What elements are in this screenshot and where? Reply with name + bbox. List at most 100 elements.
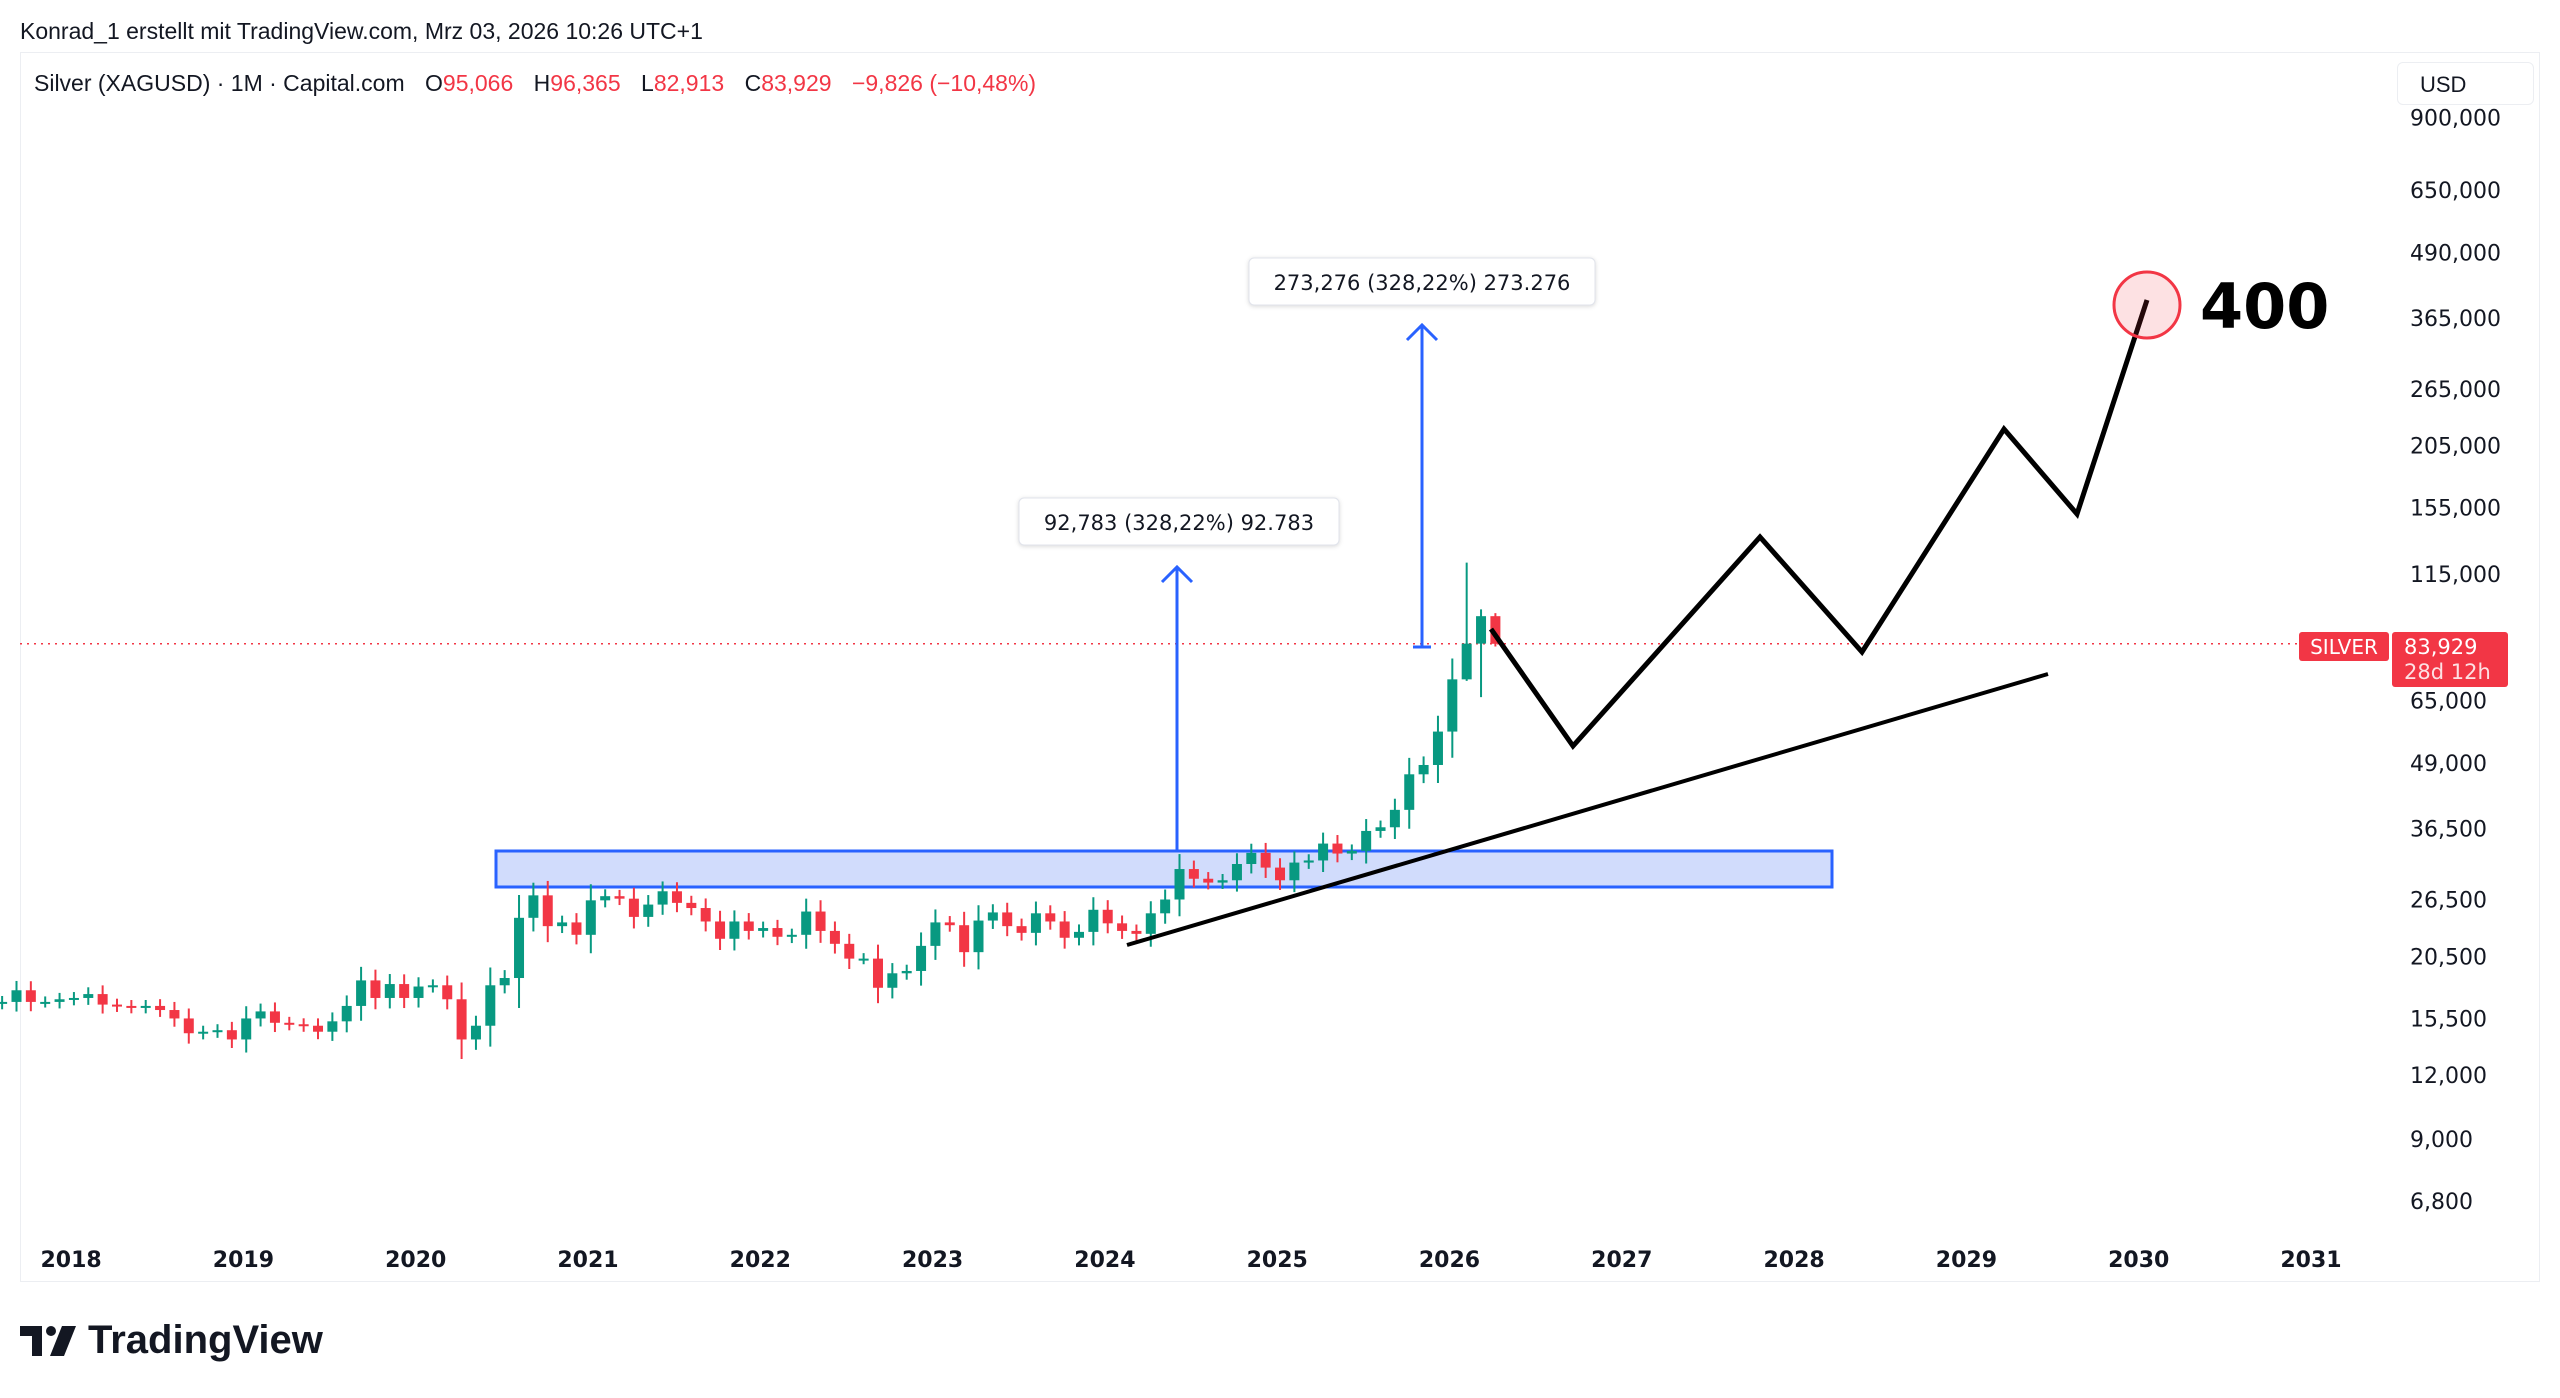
candle-body	[571, 922, 582, 935]
candle	[1447, 658, 1458, 758]
candle	[1074, 924, 1085, 946]
candle	[284, 1016, 295, 1031]
candle-body	[700, 908, 711, 922]
candle-body	[844, 943, 855, 959]
candle-body	[198, 1031, 209, 1034]
candle	[370, 969, 381, 1010]
candle-body	[1303, 860, 1314, 863]
candle	[1059, 911, 1070, 949]
time-axis-tick: 2025	[1247, 1248, 1308, 1273]
projection-zigzag[interactable]	[1488, 299, 2150, 751]
candle	[1318, 832, 1329, 873]
candle	[786, 928, 797, 944]
candle-body	[715, 921, 726, 939]
candle-body	[1188, 869, 1199, 879]
candle	[1461, 562, 1472, 681]
candle	[1432, 715, 1443, 783]
candle-body	[40, 1001, 51, 1004]
candle-body	[528, 895, 539, 918]
candle	[772, 919, 783, 946]
candle	[1260, 842, 1271, 878]
candle	[1002, 902, 1013, 937]
candle-body	[25, 990, 36, 1002]
candle	[126, 1000, 137, 1014]
candle-body	[1289, 862, 1300, 881]
tradingview-logo[interactable]: TradingView	[20, 1318, 323, 1363]
time-axis-tick: 2030	[2108, 1248, 2169, 1273]
high-value: 96,365	[550, 70, 621, 96]
candle-body	[97, 994, 108, 1005]
candle	[269, 1002, 280, 1033]
symbol-name[interactable]: Silver (XAGUSD) · 1M · Capital.com	[34, 70, 405, 96]
tradingview-logo-icon	[20, 1325, 76, 1356]
candle-body	[542, 895, 553, 927]
candle	[1131, 924, 1142, 941]
candle	[198, 1025, 209, 1040]
candle	[571, 913, 582, 945]
brand-name: TradingView	[88, 1318, 323, 1362]
candle-body	[1490, 616, 1501, 644]
candle	[155, 999, 166, 1017]
candle-body	[557, 922, 568, 927]
candle	[1404, 757, 1415, 829]
current-price-text: 83,929	[2404, 635, 2477, 659]
measure-label-2-text: 273,276 (328,22%) 273.276	[1274, 271, 1571, 295]
time-axis-tick: 2024	[1074, 1248, 1135, 1273]
measure-arrow-1[interactable]	[1160, 564, 1194, 851]
time-axis-tick: 2023	[902, 1248, 963, 1273]
candle-body	[384, 984, 395, 998]
candle	[1102, 900, 1113, 934]
candle	[1203, 872, 1214, 890]
candle-body	[772, 928, 783, 937]
candle-body	[1131, 930, 1142, 934]
candle	[944, 916, 955, 932]
candle	[1346, 844, 1357, 861]
candle-body	[916, 945, 927, 971]
candle	[97, 985, 108, 1014]
candle-body	[1461, 643, 1472, 680]
candle-body	[183, 1018, 194, 1034]
time-axis-tick: 2026	[1419, 1248, 1480, 1273]
support-zone-rectangle[interactable]	[494, 849, 1834, 889]
candle	[456, 982, 467, 1060]
candle	[356, 966, 367, 1021]
candle	[514, 895, 525, 1008]
candle	[930, 909, 941, 960]
candle-body	[1145, 913, 1156, 934]
price-axis-tick: 36,500	[2410, 817, 2487, 842]
candle-countdown-text: 28d 12h	[2404, 660, 2491, 684]
candle-body	[600, 896, 611, 901]
currency-button[interactable]: USD	[2397, 62, 2534, 105]
candle-body	[470, 1025, 481, 1040]
candle-body	[614, 896, 625, 899]
chart-frame[interactable]	[20, 52, 2540, 1282]
candle	[11, 980, 22, 1012]
change-value: −9,826 (−10,48%)	[851, 70, 1037, 96]
target-circle[interactable]	[2112, 270, 2182, 340]
price-axis-tick: 115,000	[2410, 563, 2501, 588]
candle-body	[341, 1005, 352, 1022]
candle-body	[456, 999, 467, 1040]
candle-body	[1432, 731, 1443, 765]
candle	[657, 881, 668, 915]
trendline[interactable]	[1126, 672, 2049, 947]
open-label: O	[425, 70, 443, 96]
symbol-tag-text: SILVER	[2310, 635, 2378, 659]
candle	[140, 999, 151, 1014]
candle-body	[212, 1030, 223, 1033]
price-axis-tick: 15,500	[2410, 1007, 2487, 1032]
candle	[887, 963, 898, 999]
candle	[758, 921, 769, 938]
close-label: C	[744, 70, 762, 96]
price-axis-tick: 20,500	[2410, 945, 2487, 970]
measure-label-2: 273,276 (328,22%) 273.276	[1248, 257, 1596, 306]
candle	[485, 967, 496, 1047]
candle	[1174, 854, 1185, 917]
price-axis-tick: 365,000	[2410, 307, 2501, 332]
candle-body	[643, 904, 654, 917]
measure-arrow-2[interactable]	[1405, 322, 1439, 649]
time-axis-tick: 2028	[1763, 1248, 1824, 1273]
candle	[1188, 860, 1199, 888]
attribution-text: Konrad_1 erstellt mit TradingView.com, M…	[20, 18, 703, 44]
